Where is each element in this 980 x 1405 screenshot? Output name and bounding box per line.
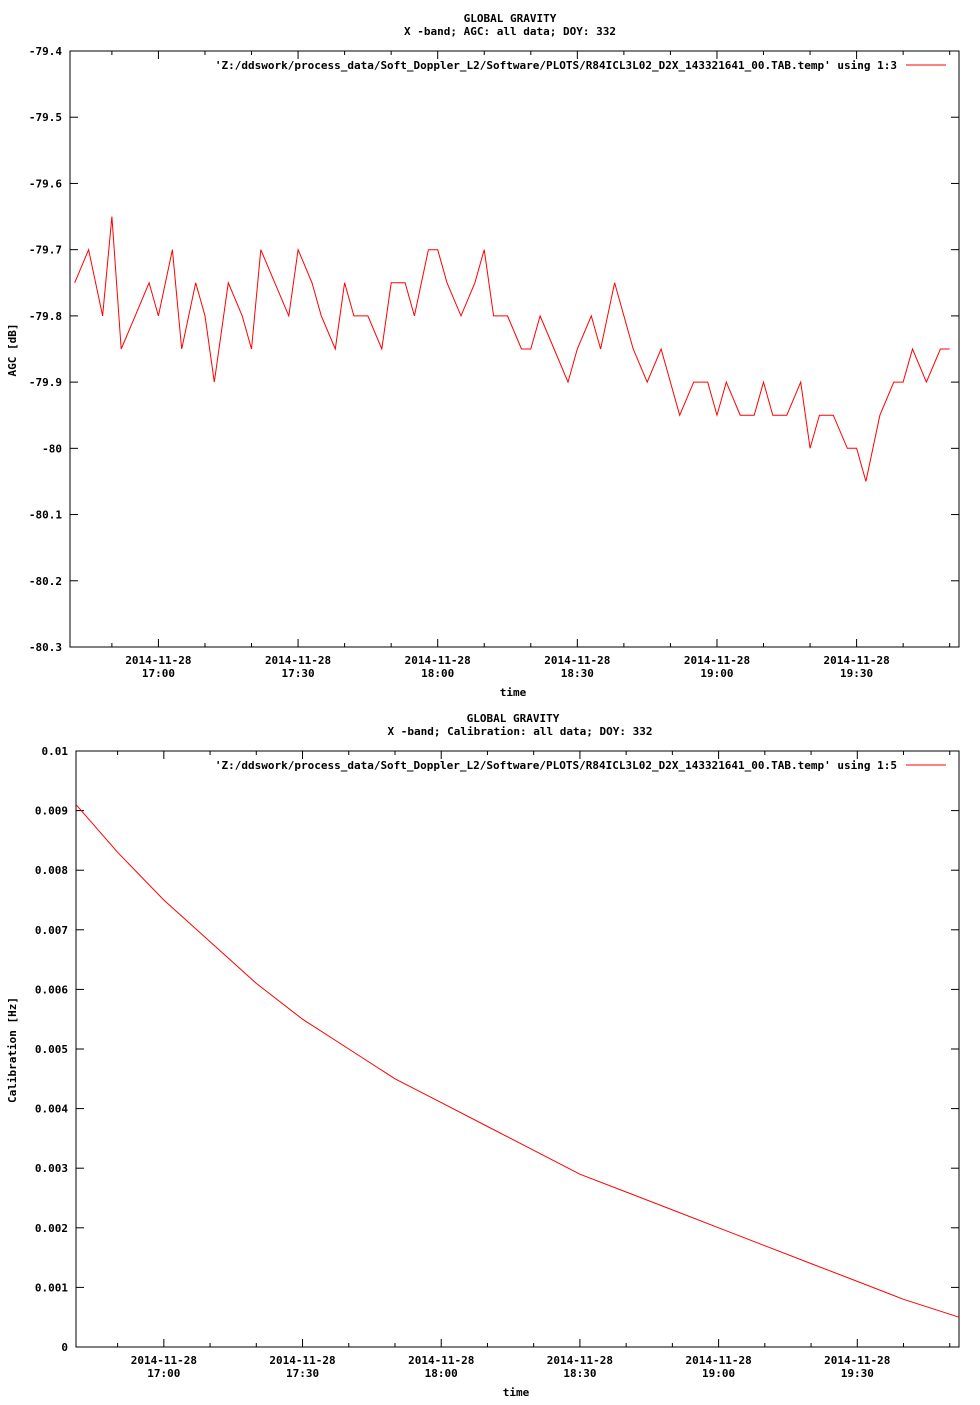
- agc-x-tick-time-label: 17:30: [282, 667, 315, 680]
- calibration-y-tick-label: 0.007: [35, 924, 68, 937]
- calibration-y-tick-label: 0: [61, 1341, 68, 1354]
- agc-y-tick-label: -79.9: [29, 376, 62, 389]
- calibration-x-tick-time-label: 17:00: [147, 1367, 180, 1380]
- agc-legend-label: 'Z:/ddswork/process_data/Soft_Doppler_L2…: [215, 59, 897, 72]
- calibration-x-tick-date-label: 2014-11-28: [269, 1354, 335, 1367]
- agc-series-line: [74, 216, 950, 482]
- agc-y-tick-label: -79.7: [29, 244, 62, 257]
- calibration-series: [75, 804, 960, 1318]
- calibration-x-axis-label: time: [503, 1386, 530, 1399]
- agc-y-tick-label: -80.2: [29, 575, 62, 588]
- calibration-series-line: [75, 804, 960, 1318]
- calibration-x-tick-time-label: 19:00: [702, 1367, 735, 1380]
- calibration-x-tick-date-label: 2014-11-28: [824, 1354, 890, 1367]
- agc-plot-frame: [69, 50, 960, 648]
- calibration-y-tick-label: 0.008: [35, 864, 68, 877]
- agc-x-tick-time-label: 19:00: [700, 667, 733, 680]
- calibration-plot-frame: [75, 750, 960, 1348]
- agc-y-tick-label: -79.6: [29, 177, 62, 190]
- calibration-y-tick-label: 0.009: [35, 805, 68, 818]
- calibration-chart-subtitle: X -band; Calibration: all data; DOY: 332: [388, 725, 653, 738]
- calibration-y-tick-label: 0.01: [42, 745, 69, 758]
- calibration-chart-title: GLOBAL GRAVITY: [467, 712, 560, 725]
- agc-chart-title: GLOBAL GRAVITY: [464, 12, 557, 25]
- agc-x-tick-date-label: 2014-11-28: [823, 654, 889, 667]
- calibration-x-tick-time-label: 18:30: [563, 1367, 596, 1380]
- calibration-x-tick-time-label: 18:00: [425, 1367, 458, 1380]
- calibration-legend-label: 'Z:/ddswork/process_data/Soft_Doppler_L2…: [215, 759, 897, 772]
- calibration-x-tick-time-label: 19:30: [841, 1367, 874, 1380]
- calibration-y-tick-label: 0.001: [35, 1281, 68, 1294]
- agc-x-tick-time-label: 18:30: [561, 667, 594, 680]
- agc-y-tick-label: -80: [42, 442, 62, 455]
- calibration-y-axis: 0.01 0.009 0.008 0.007 0.006 0.005 0.004 0.003 0…: [35, 745, 959, 1354]
- agc-x-tick-time-label: 18:00: [421, 667, 454, 680]
- calibration-y-tick-label: 0.002: [35, 1222, 68, 1235]
- agc-x-tick-date-label: 2014-11-28: [544, 654, 610, 667]
- agc-y-tick-label: -80.1: [29, 509, 62, 522]
- calibration-x-tick-date-label: 2014-11-28: [408, 1354, 474, 1367]
- agc-x-tick-time-label: 19:30: [840, 667, 873, 680]
- agc-x-tick-date-label: 2014-11-28: [125, 654, 191, 667]
- agc-y-tick-label: -79.8: [29, 310, 62, 323]
- calibration-y-axis-label: Calibration [Hz]: [6, 997, 19, 1103]
- agc-x-tick-date-label: 2014-11-28: [405, 654, 471, 667]
- calibration-x-tick-time-label: 17:30: [286, 1367, 319, 1380]
- calibration-y-tick-label: 0.005: [35, 1043, 68, 1056]
- agc-x-tick-date-label: 2014-11-28: [265, 654, 331, 667]
- calibration-x-tick-date-label: 2014-11-28: [685, 1354, 751, 1367]
- calibration-x-tick-date-label: 2014-11-28: [131, 1354, 197, 1367]
- agc-y-axis: -79.4 -79.5 -79.6 -79.7 -79.8 -79.9 -80 -80.1 -8…: [29, 45, 959, 654]
- agc-series: [74, 216, 950, 482]
- agc-chart: GLOBAL GRAVITY X -band; AGC: all data; D…: [6, 12, 960, 699]
- agc-y-tick-label: -79.5: [29, 111, 62, 124]
- agc-x-tick-time-label: 17:00: [142, 667, 175, 680]
- agc-y-axis-label: AGC [dB]: [6, 324, 19, 377]
- calibration-x-tick-date-label: 2014-11-28: [547, 1354, 613, 1367]
- agc-x-axis-label: time: [500, 686, 527, 699]
- calibration-y-tick-label: 0.006: [35, 983, 68, 996]
- calibration-y-tick-label: 0.003: [35, 1162, 68, 1175]
- calibration-chart: GLOBAL GRAVITY X -band; Calibration: all…: [6, 712, 960, 1399]
- agc-x-tick-date-label: 2014-11-28: [684, 654, 750, 667]
- agc-chart-subtitle: X -band; AGC: all data; DOY: 332: [404, 25, 616, 38]
- agc-y-tick-label: -79.4: [29, 45, 62, 58]
- agc-y-tick-label: -80.3: [29, 641, 62, 654]
- calibration-x-axis: 2014-11-2817:002014-11-2817:302014-11-28…: [117, 751, 951, 1380]
- agc-x-axis: 2014-11-2817:002014-11-2817:302014-11-28…: [111, 51, 951, 680]
- calibration-y-tick-label: 0.004: [35, 1103, 68, 1116]
